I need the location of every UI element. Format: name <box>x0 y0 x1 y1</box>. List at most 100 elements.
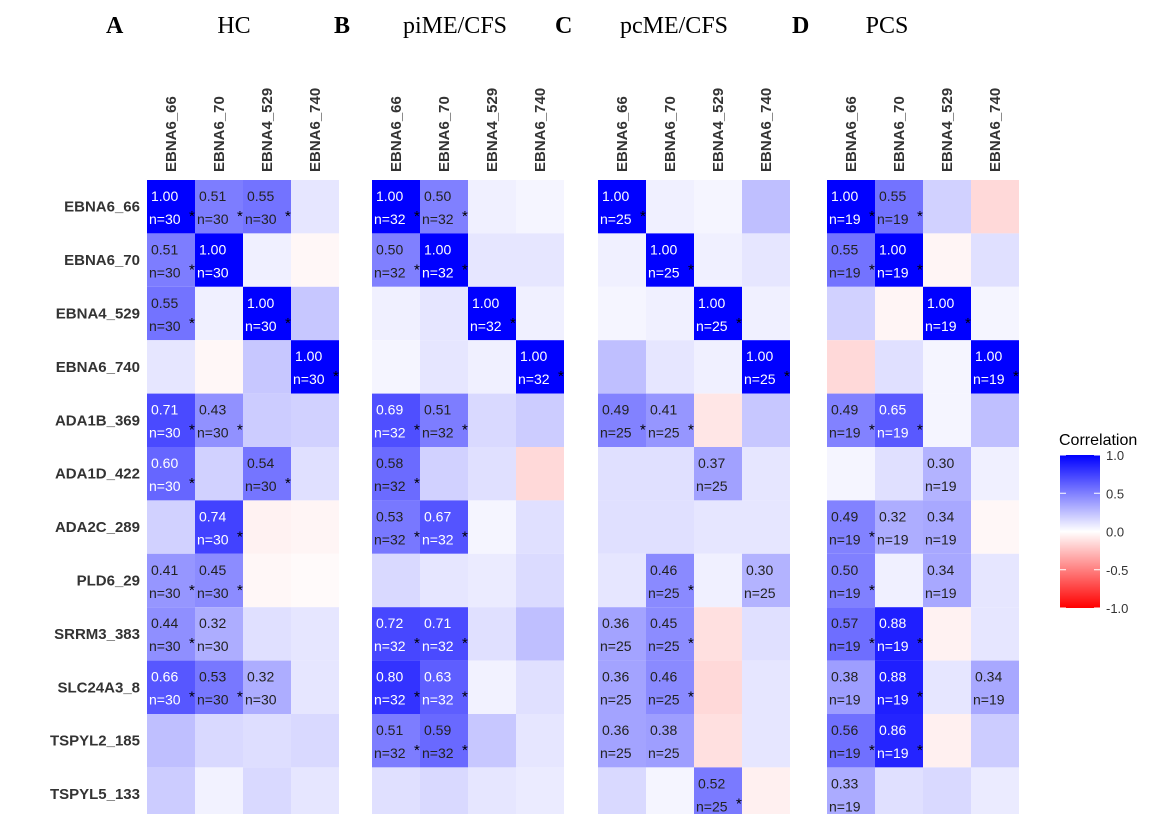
cell-n-label: n=25 <box>696 478 728 494</box>
heatmap-cell <box>646 714 694 768</box>
cell-value-label: 0.55 <box>247 188 274 204</box>
legend-tick-label: 0.0 <box>1106 525 1124 540</box>
cell-n-label: n=19 <box>829 638 861 654</box>
heatmap-cell <box>372 180 420 234</box>
heatmap-panels: A HC EBNA6_66 EBNA6_70 EBNA4_529 EBNA6_740 EBN… <box>50 13 1019 814</box>
cell-n-label: n=32 <box>374 745 406 761</box>
cell-n-label: n=19 <box>877 745 909 761</box>
cell-value-label: 0.32 <box>247 669 274 685</box>
column-label: EBNA4_529 <box>710 88 727 172</box>
significance-star: * <box>917 261 923 278</box>
heatmap-cell <box>923 447 971 501</box>
heatmap-cell <box>598 233 646 287</box>
cell-n-label: n=25 <box>744 585 776 601</box>
heatmap-cell <box>195 607 243 661</box>
cell-n-label: n=32 <box>422 745 454 761</box>
cell-value-label: 0.38 <box>650 722 677 738</box>
heatmap-cell <box>646 393 694 447</box>
row-label: ADA1B_369 <box>55 412 140 429</box>
legend-colorbar <box>1060 455 1100 608</box>
significance-star: * <box>869 261 875 278</box>
cell-value-label: 0.72 <box>376 615 403 631</box>
cell-n-label: n=19 <box>925 531 957 547</box>
heatmap-cell <box>742 500 790 554</box>
heatmap-cell <box>516 500 564 554</box>
cell-n-label: n=32 <box>374 425 406 441</box>
heatmap-cell <box>742 447 790 501</box>
heatmap-cell <box>243 660 291 714</box>
significance-star: * <box>189 261 195 278</box>
heatmap-cell <box>694 714 742 768</box>
significance-star: * <box>784 368 790 385</box>
cell-value-label: 0.34 <box>927 562 954 578</box>
heatmap-cell <box>195 393 243 447</box>
cell-value-label: 1.00 <box>746 348 773 364</box>
cell-value-label: 0.50 <box>831 562 858 578</box>
cell-value-label: 0.51 <box>151 241 178 257</box>
heatmap-cell <box>646 607 694 661</box>
cell-n-label: n=25 <box>600 692 632 708</box>
cell-n-label: n=25 <box>744 371 776 387</box>
heatmap-cell <box>971 660 1019 714</box>
heatmap-cell <box>827 393 875 447</box>
heatmap-cell <box>923 553 971 608</box>
cell-value-label: 0.41 <box>151 562 178 578</box>
heatmap-cell <box>827 180 875 234</box>
cell-n-label: n=32 <box>422 531 454 547</box>
cell-value-label: 0.46 <box>650 669 677 685</box>
panel-title: HC <box>217 13 250 39</box>
cell-n-label: n=30 <box>149 264 181 280</box>
heatmap-cell <box>694 340 742 394</box>
cell-value-label: 0.38 <box>831 669 858 685</box>
cell-n-label: n=25 <box>696 318 728 334</box>
cell-value-label: 0.46 <box>650 562 677 578</box>
significance-star: * <box>189 582 195 599</box>
cell-n-label: n=30 <box>149 318 181 334</box>
heatmap-cell <box>827 660 875 714</box>
cell-value-label: 0.36 <box>602 722 629 738</box>
column-label: EBNA6_66 <box>388 96 405 172</box>
heatmap-cell <box>694 180 742 234</box>
panel-d: D PCS EBNA6_66 EBNA6_70 EBNA4_529 EBNA6_740 1.… <box>792 13 1019 814</box>
heatmap-cell <box>694 393 742 447</box>
significance-star: * <box>736 795 742 812</box>
heatmap-cell <box>827 607 875 661</box>
heatmap-cell <box>598 393 646 447</box>
column-label: EBNA6_66 <box>843 96 860 172</box>
cell-n-label: n=32 <box>374 638 406 654</box>
cell-n-label: n=25 <box>648 425 680 441</box>
heatmap-cell <box>646 500 694 554</box>
heatmap-cell <box>694 553 742 608</box>
cell-value-label: 0.59 <box>424 722 451 738</box>
heatmap-cell <box>516 447 564 501</box>
cell-value-label: 0.34 <box>975 669 1002 685</box>
heatmap-cell <box>923 500 971 554</box>
cell-n-label: n=19 <box>829 692 861 708</box>
cell-value-label: 0.32 <box>199 615 226 631</box>
heatmap-cell <box>923 393 971 447</box>
significance-star: * <box>917 689 923 706</box>
heatmap-cell <box>598 714 646 768</box>
significance-star: * <box>688 635 694 652</box>
significance-star: * <box>285 475 291 492</box>
legend-tick-label: -0.5 <box>1106 563 1128 578</box>
heatmap-cell <box>420 393 468 447</box>
heatmap-cell <box>147 180 195 234</box>
heatmap-cell <box>420 714 468 768</box>
cell-value-label: 0.34 <box>927 508 954 524</box>
significance-star: * <box>688 582 694 599</box>
significance-star: * <box>869 208 875 225</box>
cell-value-label: 1.00 <box>376 188 403 204</box>
cell-value-label: 0.54 <box>247 455 274 471</box>
cell-value-label: 1.00 <box>295 348 322 364</box>
heatmap-cell <box>516 180 564 234</box>
heatmap-cell <box>598 340 646 394</box>
heatmap-cell <box>468 500 516 554</box>
cell-n-label: n=30 <box>149 585 181 601</box>
significance-star: * <box>462 742 468 759</box>
significance-star: * <box>462 635 468 652</box>
heatmap-cell <box>195 553 243 608</box>
heatmap-cell <box>243 447 291 501</box>
heatmap-cell <box>742 660 790 714</box>
heatmap-cell <box>420 340 468 394</box>
